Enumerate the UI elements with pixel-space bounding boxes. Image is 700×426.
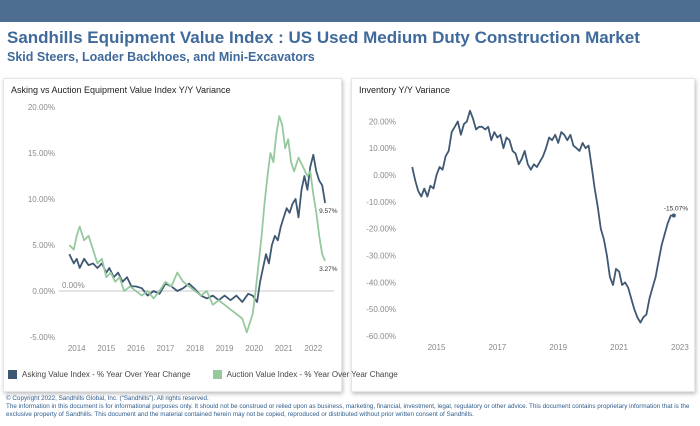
end-point-inventory [671,213,676,218]
x-tick-label: 2016 [127,344,145,353]
y-tick-label: 20.00% [369,117,396,126]
series-line-auction [68,115,326,334]
legend-item-auction: Auction Value Index - % Year Over Year C… [212,370,398,379]
inventory-panel: Inventory Y/Y Variance 20.00% 10.00% 0.00%… [351,78,695,392]
x-tick-label: 2017 [157,344,175,353]
y-tick-label: 10.00% [369,144,396,153]
x-tick-label: 2015 [428,343,446,352]
value-index-chart: 20.00% 15.00% 10.00% 5.00% 0.00% -5.00% 2014 20… [28,103,338,353]
end-label-asking: 9.57% [319,208,338,215]
x-tick-label: 2022 [304,344,322,353]
legend-item-asking: Asking Value Index - % Year Over Year Ch… [8,370,190,379]
series-line-inventory [411,109,674,324]
y-tick-label: 0.00% [373,171,396,180]
footer-disclaimer: © Copyright 2022, Sandhills Global, Inc.… [6,395,696,419]
value-index-chart-title: Asking vs Auction Equipment Value Index … [11,85,231,95]
y-tick-label: 10.00% [28,195,55,204]
x-tick-label: 2014 [68,344,86,353]
legend-label-asking: Asking Value Index - % Year Over Year Ch… [22,370,191,379]
y-tick-label: 20.00% [28,103,55,112]
x-tick-label: 2021 [275,344,293,353]
y-tick-label: 5.00% [32,241,55,250]
series-line-asking [68,153,326,303]
top-banner [0,0,700,22]
inventory-chart: 20.00% 10.00% 0.00% -10.00% -20.00% -30.00% -4… [366,109,689,352]
x-tick-label: 2018 [186,344,204,353]
y-tick-label: -5.00% [30,333,55,342]
x-tick-label: 2020 [245,344,263,353]
legend-swatch-auction [212,370,222,379]
legend-label-auction: Auction Value Index - % Year Over Year C… [226,370,398,379]
x-tick-label: 2023 [671,343,689,352]
y-tick-label: 0.00% [32,287,55,296]
value-index-panel: Asking vs Auction Equipment Value Index … [3,78,342,392]
x-tick-label: 2019 [216,344,234,353]
y-tick-label: -10.00% [366,198,396,207]
zero-label: 0.00% [62,281,85,290]
y-tick-label: -30.00% [366,252,396,261]
page-title: Sandhills Equipment Value Index : US Use… [7,28,640,47]
inventory-chart-title: Inventory Y/Y Variance [359,85,451,95]
x-tick-label: 2017 [488,343,506,352]
x-tick-label: 2021 [610,343,628,352]
legend-swatch-asking [8,370,17,379]
footer-copyright: © Copyright 2022, Sandhills Global, Inc.… [6,395,209,402]
x-tick-label: 2015 [97,344,115,353]
y-tick-label: -50.00% [366,305,396,314]
end-label-auction: 3.27% [319,266,338,273]
y-tick-label: -40.00% [366,278,396,287]
y-tick-label: -20.00% [366,225,396,234]
x-tick-label: 2019 [549,343,567,352]
footer-legal-text: The information in this document is for … [6,403,690,418]
chart-legend: Asking Value Index - % Year Over Year Ch… [8,370,418,381]
end-label-inventory: -15.07% [664,205,688,212]
y-tick-label: 15.00% [28,149,55,158]
page-subtitle: Skid Steers, Loader Backhoes, and Mini-E… [7,50,315,64]
y-tick-label: -60.00% [366,332,396,341]
